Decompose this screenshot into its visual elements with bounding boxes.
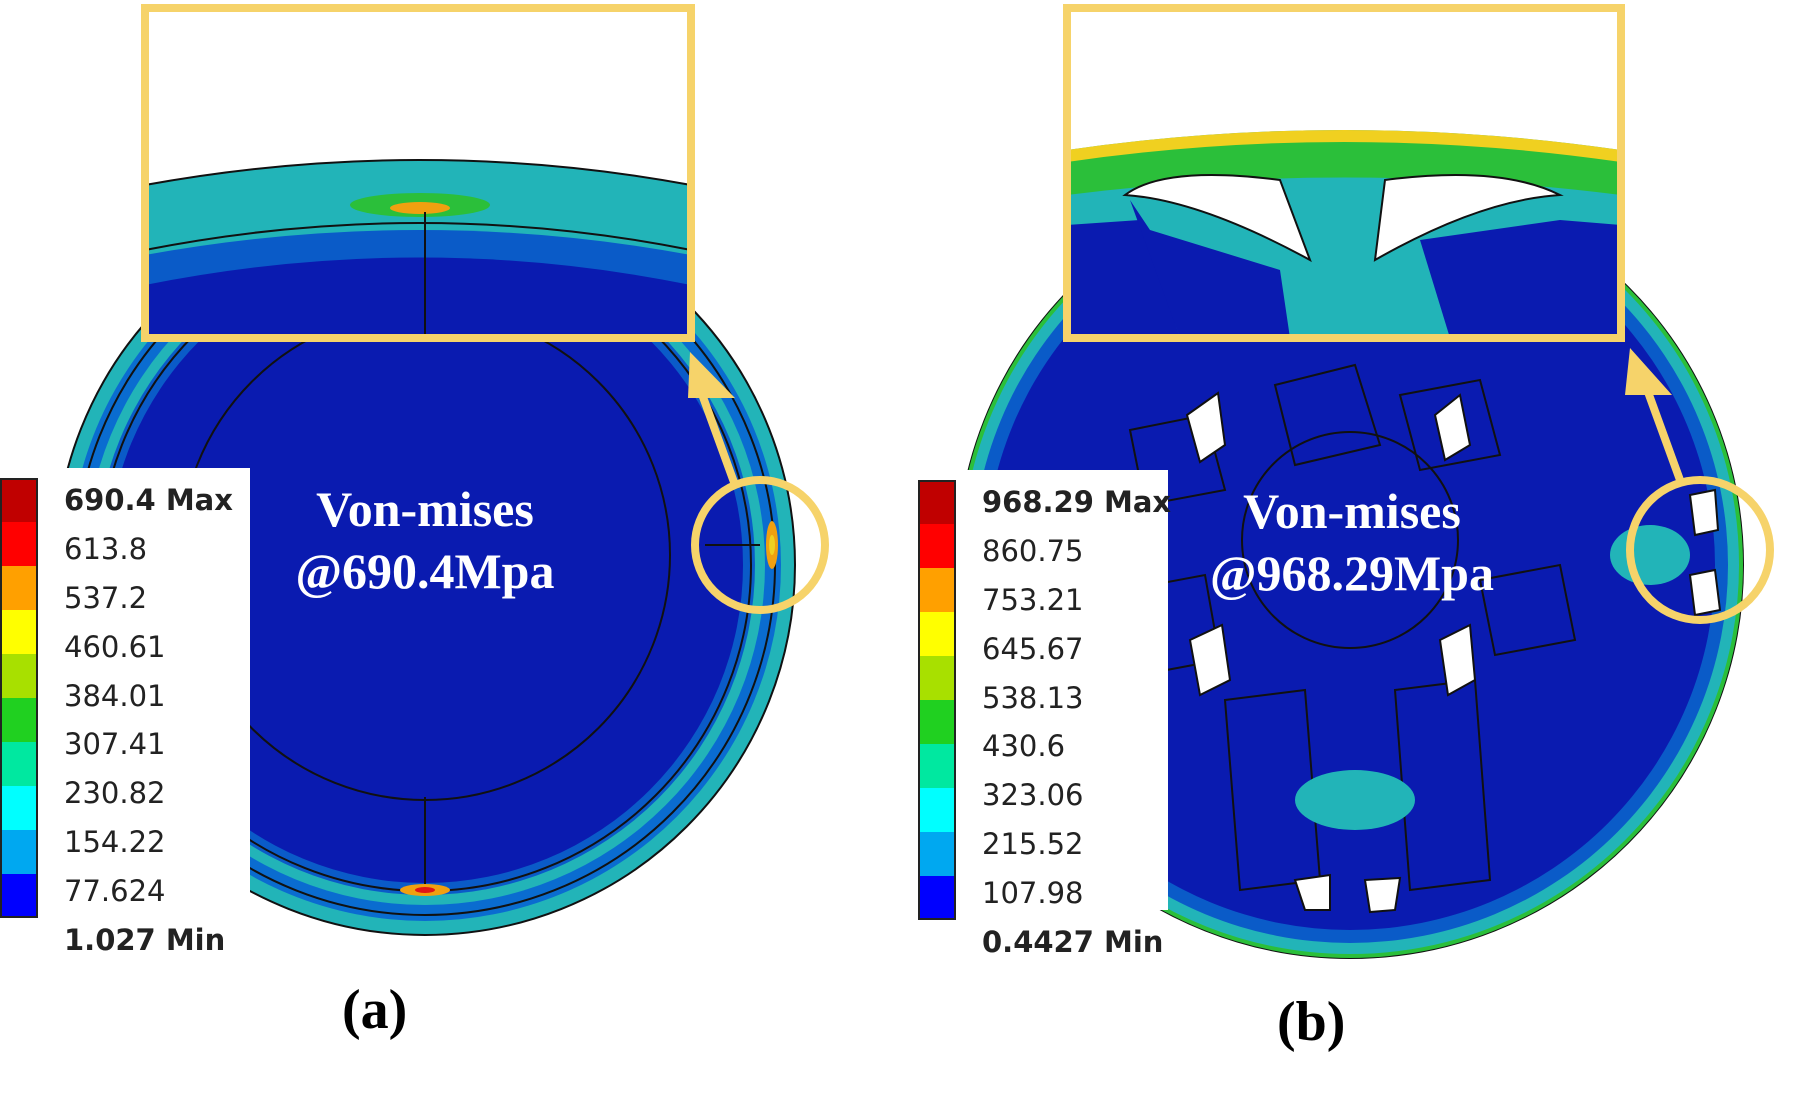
panel-b-callout [1625, 348, 1774, 624]
panel-b-title-line2: @968.29Mpa [1209, 545, 1494, 601]
legend-swatch [918, 832, 956, 876]
legend-label: 230.82 [64, 776, 166, 811]
panel-a-callout [688, 352, 829, 614]
legend-swatch [0, 610, 38, 654]
legend-label: 1.027 Min [64, 923, 226, 957]
legend-swatch [0, 566, 38, 610]
legend-label: 215.52 [982, 827, 1084, 862]
legend-swatch [918, 568, 956, 612]
legend-label: 613.8 [64, 531, 148, 566]
legend-label: 537.2 [64, 580, 148, 615]
panel-a-title: Von-mises @690.4Mpa [255, 478, 595, 602]
legend-label: 384.01 [64, 678, 166, 713]
legend-swatch [918, 656, 956, 700]
legend-label: 538.13 [982, 680, 1084, 715]
panel-a-title-line2: @690.4Mpa [295, 543, 555, 599]
legend-label: 323.06 [982, 778, 1084, 813]
rotor-core [107, 247, 743, 883]
legend-swatch [0, 698, 38, 742]
legend-swatch [0, 654, 38, 698]
legend-swatch [918, 524, 956, 568]
legend-swatch [918, 788, 956, 832]
legend-swatch [0, 742, 38, 786]
panel-b-title: Von-mises @968.29Mpa [1172, 480, 1532, 604]
legend-swatch [0, 522, 38, 566]
legend-swatch [0, 786, 38, 830]
legend-swatch [918, 612, 956, 656]
panel-a-legend: 690.4 Max 613.8 537.2 460.61 384.01 307.41 230… [0, 468, 250, 957]
legend-label: 107.98 [982, 876, 1084, 911]
legend-label: 753.21 [982, 582, 1084, 617]
legend-label: 645.67 [982, 631, 1084, 666]
legend-label: 860.75 [982, 533, 1084, 568]
panel-b-label: (b) [1277, 991, 1346, 1053]
legend-label: 460.61 [64, 629, 166, 664]
legend-swatch [918, 744, 956, 788]
legend-label: 430.6 [982, 729, 1066, 764]
legend-label: 154.22 [64, 825, 166, 860]
legend-swatch [918, 876, 956, 920]
inset-frame [141, 4, 695, 342]
legend-label: 0.4427 Min [982, 925, 1164, 959]
legend-swatch [918, 480, 956, 524]
legend-label: 307.41 [64, 727, 166, 762]
legend-label: 690.4 Max [64, 483, 233, 517]
legend-swatch [0, 478, 38, 522]
panel-a-zoom-inset [141, 4, 695, 342]
panel-b-legend: 968.29 Max 860.75 753.21 645.67 538.13 430.6 3… [918, 470, 1172, 959]
panel-b-zoom-inset [1063, 4, 1625, 342]
legend-swatch [0, 830, 38, 874]
inset-frame [1063, 4, 1625, 342]
legend-swatch [918, 700, 956, 744]
legend-label: 968.29 Max [982, 485, 1172, 519]
legend-swatch [0, 874, 38, 918]
legend-label: 77.624 [64, 874, 166, 909]
shaft-outline [1241, 431, 1459, 649]
panel-a-title-line1: Von-mises [316, 481, 534, 537]
panel-b-title-line1: Von-mises [1243, 483, 1461, 539]
panel-a-label: (a) [342, 979, 408, 1041]
